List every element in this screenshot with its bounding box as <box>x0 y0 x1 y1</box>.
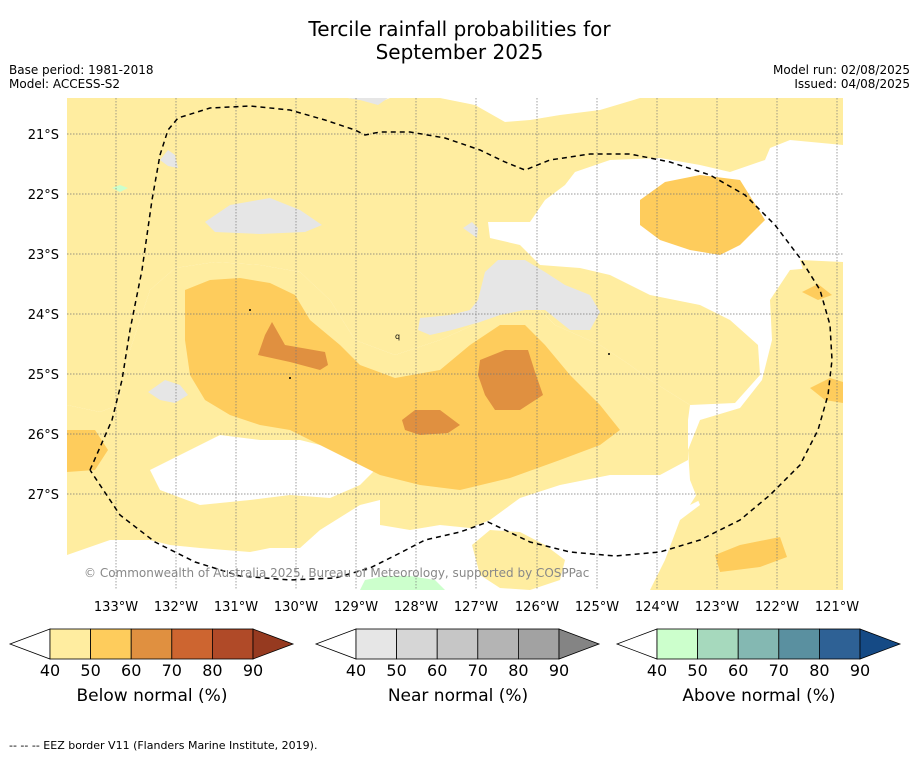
eez-border <box>89 105 833 581</box>
longitude-label: 127°W <box>454 600 498 615</box>
colorbar-tick-label: 80 <box>508 661 528 680</box>
base-period: Base period: 1981-2018 <box>9 63 154 77</box>
title-line-2: September 2025 <box>375 40 544 64</box>
latitude-label: 24°S <box>28 308 59 323</box>
colorbar-segment <box>90 628 132 660</box>
colorbar-segment <box>130 628 173 660</box>
footer-note: -- -- -- EEZ border V11 (Flanders Marine… <box>9 739 318 752</box>
longitude-label: 122°W <box>755 600 799 615</box>
meta-right: Model run: 02/08/2025 Issued: 04/08/2025 <box>773 63 910 91</box>
longitude-label: 133°W <box>94 600 138 615</box>
latitude-label: 27°S <box>28 488 59 503</box>
colorbar-tick-label: 90 <box>850 661 870 680</box>
colorbar-tick-label: 80 <box>809 661 829 680</box>
longitude-label: 126°W <box>515 600 559 615</box>
colorbar-segment <box>211 628 254 660</box>
colorbar-tick-label: 50 <box>386 661 406 680</box>
longitude-label: 131°W <box>214 600 258 615</box>
colorbar-tick-label: 80 <box>202 661 222 680</box>
colorbar-segment <box>49 628 91 660</box>
colorbar-tick-label: 50 <box>80 661 100 680</box>
stray-dot <box>289 377 291 379</box>
colorbar-label-near: Near normal (%) <box>387 686 529 706</box>
colorbar-tick-label: 40 <box>40 661 60 680</box>
colorbar-low-extension <box>314 628 357 660</box>
latitude-label: 22°S <box>28 188 59 203</box>
title-line-1: Tercile rainfall probabilities for <box>308 17 611 41</box>
longitude-label: 124°W <box>635 600 679 615</box>
colorbar-tick-label: 90 <box>549 661 569 680</box>
colorbars: 40 50 60 70 80 90 40 50 60 70 80 90 40 50 60 70 80 90 <box>8 628 902 680</box>
stray-dot <box>608 353 610 355</box>
colorbar-tick-label: 40 <box>647 661 667 680</box>
longitude-label: 128°W <box>394 600 438 615</box>
map-area: © Commonwealth of Australia 2025, Bureau… <box>67 98 843 590</box>
model-name: Model: ACCESS-S2 <box>9 77 121 91</box>
colorbar-segment <box>737 628 780 660</box>
colorbar-tick-label: 70 <box>769 661 789 680</box>
copyright-note: © Commonwealth of Australia 2025, Bureau… <box>84 566 589 580</box>
colorbar-segment <box>819 628 861 660</box>
colorbar-segment <box>477 628 519 660</box>
longitude-label: 125°W <box>575 600 619 615</box>
latitude-label: 23°S <box>28 248 59 263</box>
colorbar-label-below: Below normal (%) <box>76 686 228 706</box>
model-run: Model run: 02/08/2025 <box>772 63 910 77</box>
colorbar-segment <box>396 628 438 660</box>
colorbar-segment <box>518 628 560 660</box>
colorbar-tick-label: 40 <box>346 661 366 680</box>
map-title: Tercile rainfall probabilities for Septe… <box>0 18 919 64</box>
colorbar-low-extension <box>8 628 51 660</box>
colorbar-0: 40 50 60 70 80 90 <box>8 628 295 680</box>
colorbar-segment <box>355 628 397 660</box>
meta-left: Base period: 1981-2018 Model: ACCESS-S2 <box>9 63 154 91</box>
colorbar-high-extension <box>859 628 902 660</box>
colorbar-segment <box>656 628 698 660</box>
latitude-label: 25°S <box>28 368 59 383</box>
colorbar-segment <box>171 628 213 660</box>
longitude-label: 130°W <box>274 600 318 615</box>
below-normal-60-70-region <box>258 322 543 435</box>
colorbar-label-above: Above normal (%) <box>682 686 836 706</box>
below-normal-50-60-region <box>67 175 843 572</box>
colorbar-tick-label: 60 <box>728 661 748 680</box>
longitude-label: 123°W <box>695 600 739 615</box>
colorbar-low-extension <box>615 628 658 660</box>
stray-label: q <box>395 332 400 341</box>
colorbar-segment <box>436 628 479 660</box>
colorbar-tick-label: 70 <box>468 661 488 680</box>
latitude-label: 21°S <box>28 128 59 143</box>
graticule <box>67 98 843 590</box>
latitude-labels: 21°S 22°S 23°S 24°S 25°S 26°S 27°S <box>28 128 59 503</box>
colorbar-high-extension <box>558 628 601 660</box>
longitude-label: 121°W <box>815 600 859 615</box>
above-normal-40-50-region <box>112 185 445 590</box>
longitude-labels: 133°W 132°W 131°W 130°W 129°W 128°W 127°W 126°W… <box>94 600 859 615</box>
colorbar-segment <box>697 628 739 660</box>
longitude-label: 132°W <box>154 600 198 615</box>
colorbar-tick-label: 50 <box>687 661 707 680</box>
colorbar-segment <box>778 628 820 660</box>
colorbar-tick-label: 60 <box>121 661 141 680</box>
colorbar-tick-label: 90 <box>243 661 263 680</box>
stray-dot <box>249 309 251 311</box>
colorbar-tick-label: 60 <box>427 661 447 680</box>
colorbar-high-extension <box>252 628 295 660</box>
near-normal-40-50-region <box>148 98 600 403</box>
colorbar-2: 40 50 60 70 80 90 <box>615 628 902 680</box>
issued-date: Issued: 04/08/2025 <box>794 77 910 91</box>
latitude-label: 26°S <box>28 428 59 443</box>
colorbar-tick-label: 70 <box>162 661 182 680</box>
longitude-label: 129°W <box>334 600 378 615</box>
colorbar-1: 40 50 60 70 80 90 <box>314 628 601 680</box>
